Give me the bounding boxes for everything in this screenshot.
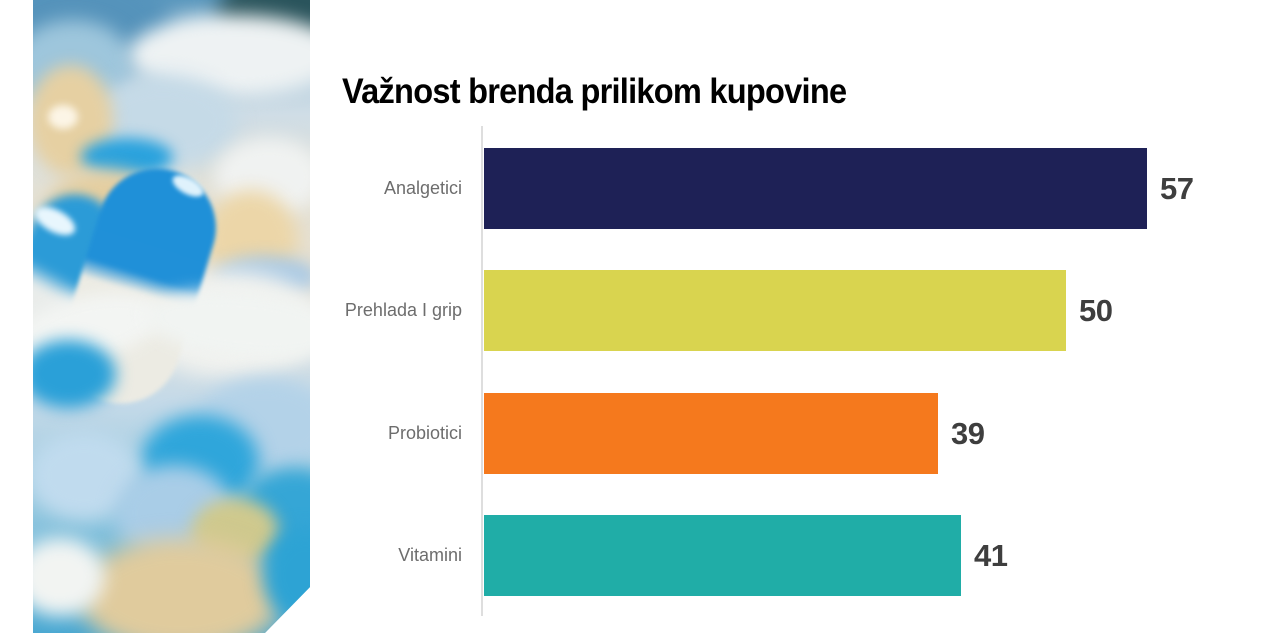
category-label: Probiotici xyxy=(387,423,462,443)
chart-row-prehlada-i-grip: Prehlada I grip 50 xyxy=(310,270,1113,351)
pill-blob-blue-1 xyxy=(33,340,116,408)
value-label: 39 xyxy=(951,415,985,451)
pill-blob-white-6 xyxy=(33,538,105,616)
chart-row-probiotici: Probiotici 39 xyxy=(310,393,985,474)
chart-title: Važnost brenda prilikom kupovine xyxy=(342,72,847,111)
pill-blob-tan-4 xyxy=(78,538,283,633)
category-label: Analgetici xyxy=(383,178,462,198)
y-axis-line xyxy=(481,126,483,616)
pills-photo xyxy=(33,0,310,633)
bar-prehlada-i-grip xyxy=(484,270,1066,351)
value-label: 41 xyxy=(974,537,1008,573)
value-label: 57 xyxy=(1160,170,1194,206)
category-label: Vitamini xyxy=(398,545,462,565)
bar-probiotici xyxy=(484,393,938,474)
chart-row-analgetici: Analgetici 57 xyxy=(310,148,1194,229)
bar-analgetici xyxy=(484,148,1147,229)
value-label: 50 xyxy=(1079,292,1113,328)
chart-row-vitamini: Vitamini 41 xyxy=(310,515,1008,596)
category-label: Prehlada I grip xyxy=(344,300,462,320)
pill-highlight-tan xyxy=(48,105,78,129)
bar-vitamini xyxy=(484,515,961,596)
